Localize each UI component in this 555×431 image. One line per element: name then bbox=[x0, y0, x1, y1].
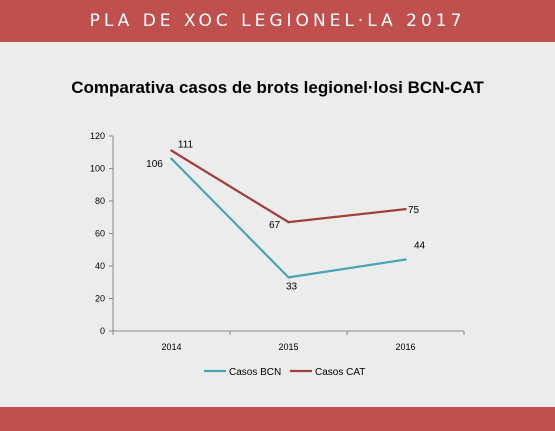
legend-label: Casos BCN bbox=[229, 367, 281, 378]
y-tick-label: 40 bbox=[95, 261, 105, 271]
data-label: 111 bbox=[178, 140, 194, 151]
header-title: PLA DE XOC LEGIONEL·LA 2017 bbox=[89, 11, 466, 31]
y-tick-label: 60 bbox=[95, 229, 105, 239]
x-tick-label: 2016 bbox=[395, 342, 415, 352]
y-tick-label: 80 bbox=[95, 196, 105, 206]
series-line bbox=[170, 157, 406, 279]
y-tick-label: 20 bbox=[95, 294, 105, 304]
legend: Casos BCN Casos CAT bbox=[204, 367, 365, 378]
data-point bbox=[170, 149, 173, 152]
data-label: 106 bbox=[146, 159, 163, 170]
data-label: 33 bbox=[286, 281, 298, 292]
data-point bbox=[170, 157, 173, 160]
x-ticks: 2014 2015 2016 bbox=[112, 331, 465, 352]
footer-banner bbox=[0, 407, 555, 431]
data-label: 67 bbox=[269, 220, 281, 231]
line-chart: 0 20 40 60 80 100 120 2014 2015 2016 106 33 44 111 6… bbox=[90, 131, 465, 378]
data-labels: 106 33 44 111 67 75 bbox=[146, 140, 425, 293]
x-tick-label: 2014 bbox=[161, 342, 181, 352]
chart-title: Comparativa casos de brots legionel·losi… bbox=[71, 78, 484, 97]
data-point bbox=[287, 276, 290, 279]
series-line bbox=[170, 149, 406, 224]
legend-label: Casos CAT bbox=[315, 367, 365, 378]
data-point bbox=[287, 220, 290, 224]
data-point bbox=[404, 258, 407, 261]
y-tick-label: 120 bbox=[90, 131, 105, 141]
header-banner: PLA DE XOC LEGIONEL·LA 2017 bbox=[0, 0, 555, 42]
y-tick-label: 0 bbox=[100, 326, 105, 336]
series-lines bbox=[170, 149, 407, 279]
data-point bbox=[404, 207, 407, 211]
y-ticks: 0 20 40 60 80 100 120 bbox=[90, 131, 113, 336]
data-label: 44 bbox=[414, 241, 426, 252]
x-tick-label: 2015 bbox=[278, 342, 298, 352]
y-tick-label: 100 bbox=[90, 164, 105, 174]
data-label: 75 bbox=[408, 205, 420, 216]
